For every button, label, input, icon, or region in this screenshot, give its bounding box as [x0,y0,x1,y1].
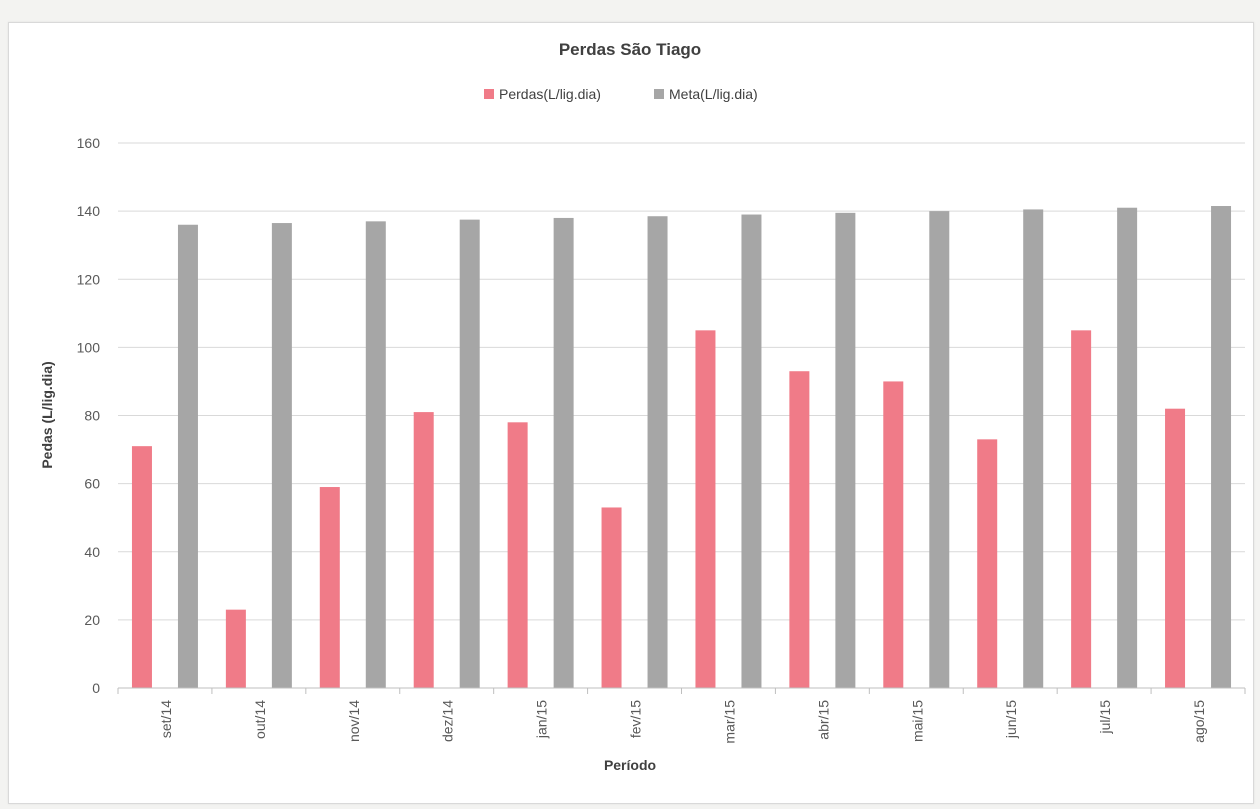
bar-meta [929,211,950,688]
x-tick-label: mai/15 [909,700,925,742]
x-tick-label: fev/15 [628,700,644,738]
x-tick-label: dez/14 [440,700,456,742]
y-tick-label: 60 [84,476,100,492]
bar-meta [741,214,762,688]
bar-meta [1117,207,1138,688]
y-tick-label: 140 [77,203,101,219]
bar-meta [835,212,856,688]
bar-meta [1211,206,1232,688]
bar-meta [459,219,480,688]
bar-perdas [131,446,152,688]
x-tick-label: abr/15 [815,700,831,740]
x-tick-label: jul/15 [1097,700,1113,735]
y-axis-title: Pedas (L/lig.dia) [39,361,55,468]
y-tick-label: 120 [77,271,101,287]
y-tick-label: 40 [84,544,100,560]
legend-label-perdas: Perdas(L/lig.dia) [499,86,601,102]
x-axis-ticks: set/14 out/14 nov/14 dez/14 jan/15 fev/15 mar/… [117,688,1246,744]
y-tick-label: 20 [84,612,100,628]
legend-label-meta: Meta(L/lig.dia) [669,86,758,102]
y-tick-label: 160 [77,135,101,151]
x-tick-label: ago/15 [1191,700,1207,743]
x-axis-title: Período [604,757,656,773]
x-tick-label: jan/15 [534,700,550,739]
x-tick-label: nov/14 [346,700,362,742]
legend-swatch-meta [654,89,664,99]
bar-perdas [319,487,340,688]
bar-perdas [977,439,998,688]
bar-perdas [1165,408,1186,688]
y-tick-label: 100 [77,339,101,355]
bar-perdas [601,507,622,688]
bar-perdas [413,412,434,688]
legend-swatch-perdas [484,89,494,99]
bars [131,206,1232,688]
bar-meta [271,223,292,688]
gridlines [118,142,1245,621]
x-tick-label: mar/15 [721,700,737,744]
bar-perdas [883,381,904,688]
legend: Perdas(L/lig.dia) Meta(L/lig.dia) [484,86,758,102]
x-tick-label: jun/15 [1003,700,1019,739]
bar-perdas [507,422,528,688]
chart-sheet [8,22,1254,804]
y-tick-label: 0 [92,680,100,696]
x-tick-label: set/14 [158,700,174,738]
bar-perdas [1071,330,1092,688]
chart-title: Perdas São Tiago [559,40,701,59]
bar-meta [1023,209,1044,688]
bar-perdas [225,609,246,688]
bar-perdas [789,371,810,688]
y-tick-label: 80 [84,408,100,424]
y-axis-ticks: 0 20 40 60 80 100 120 140 160 [77,135,101,696]
x-tick-label: out/14 [252,700,268,739]
bar-meta [177,224,198,688]
bar-meta [553,217,574,688]
bar-meta [365,221,386,688]
bar-meta [647,216,668,688]
bar-perdas [695,330,716,688]
